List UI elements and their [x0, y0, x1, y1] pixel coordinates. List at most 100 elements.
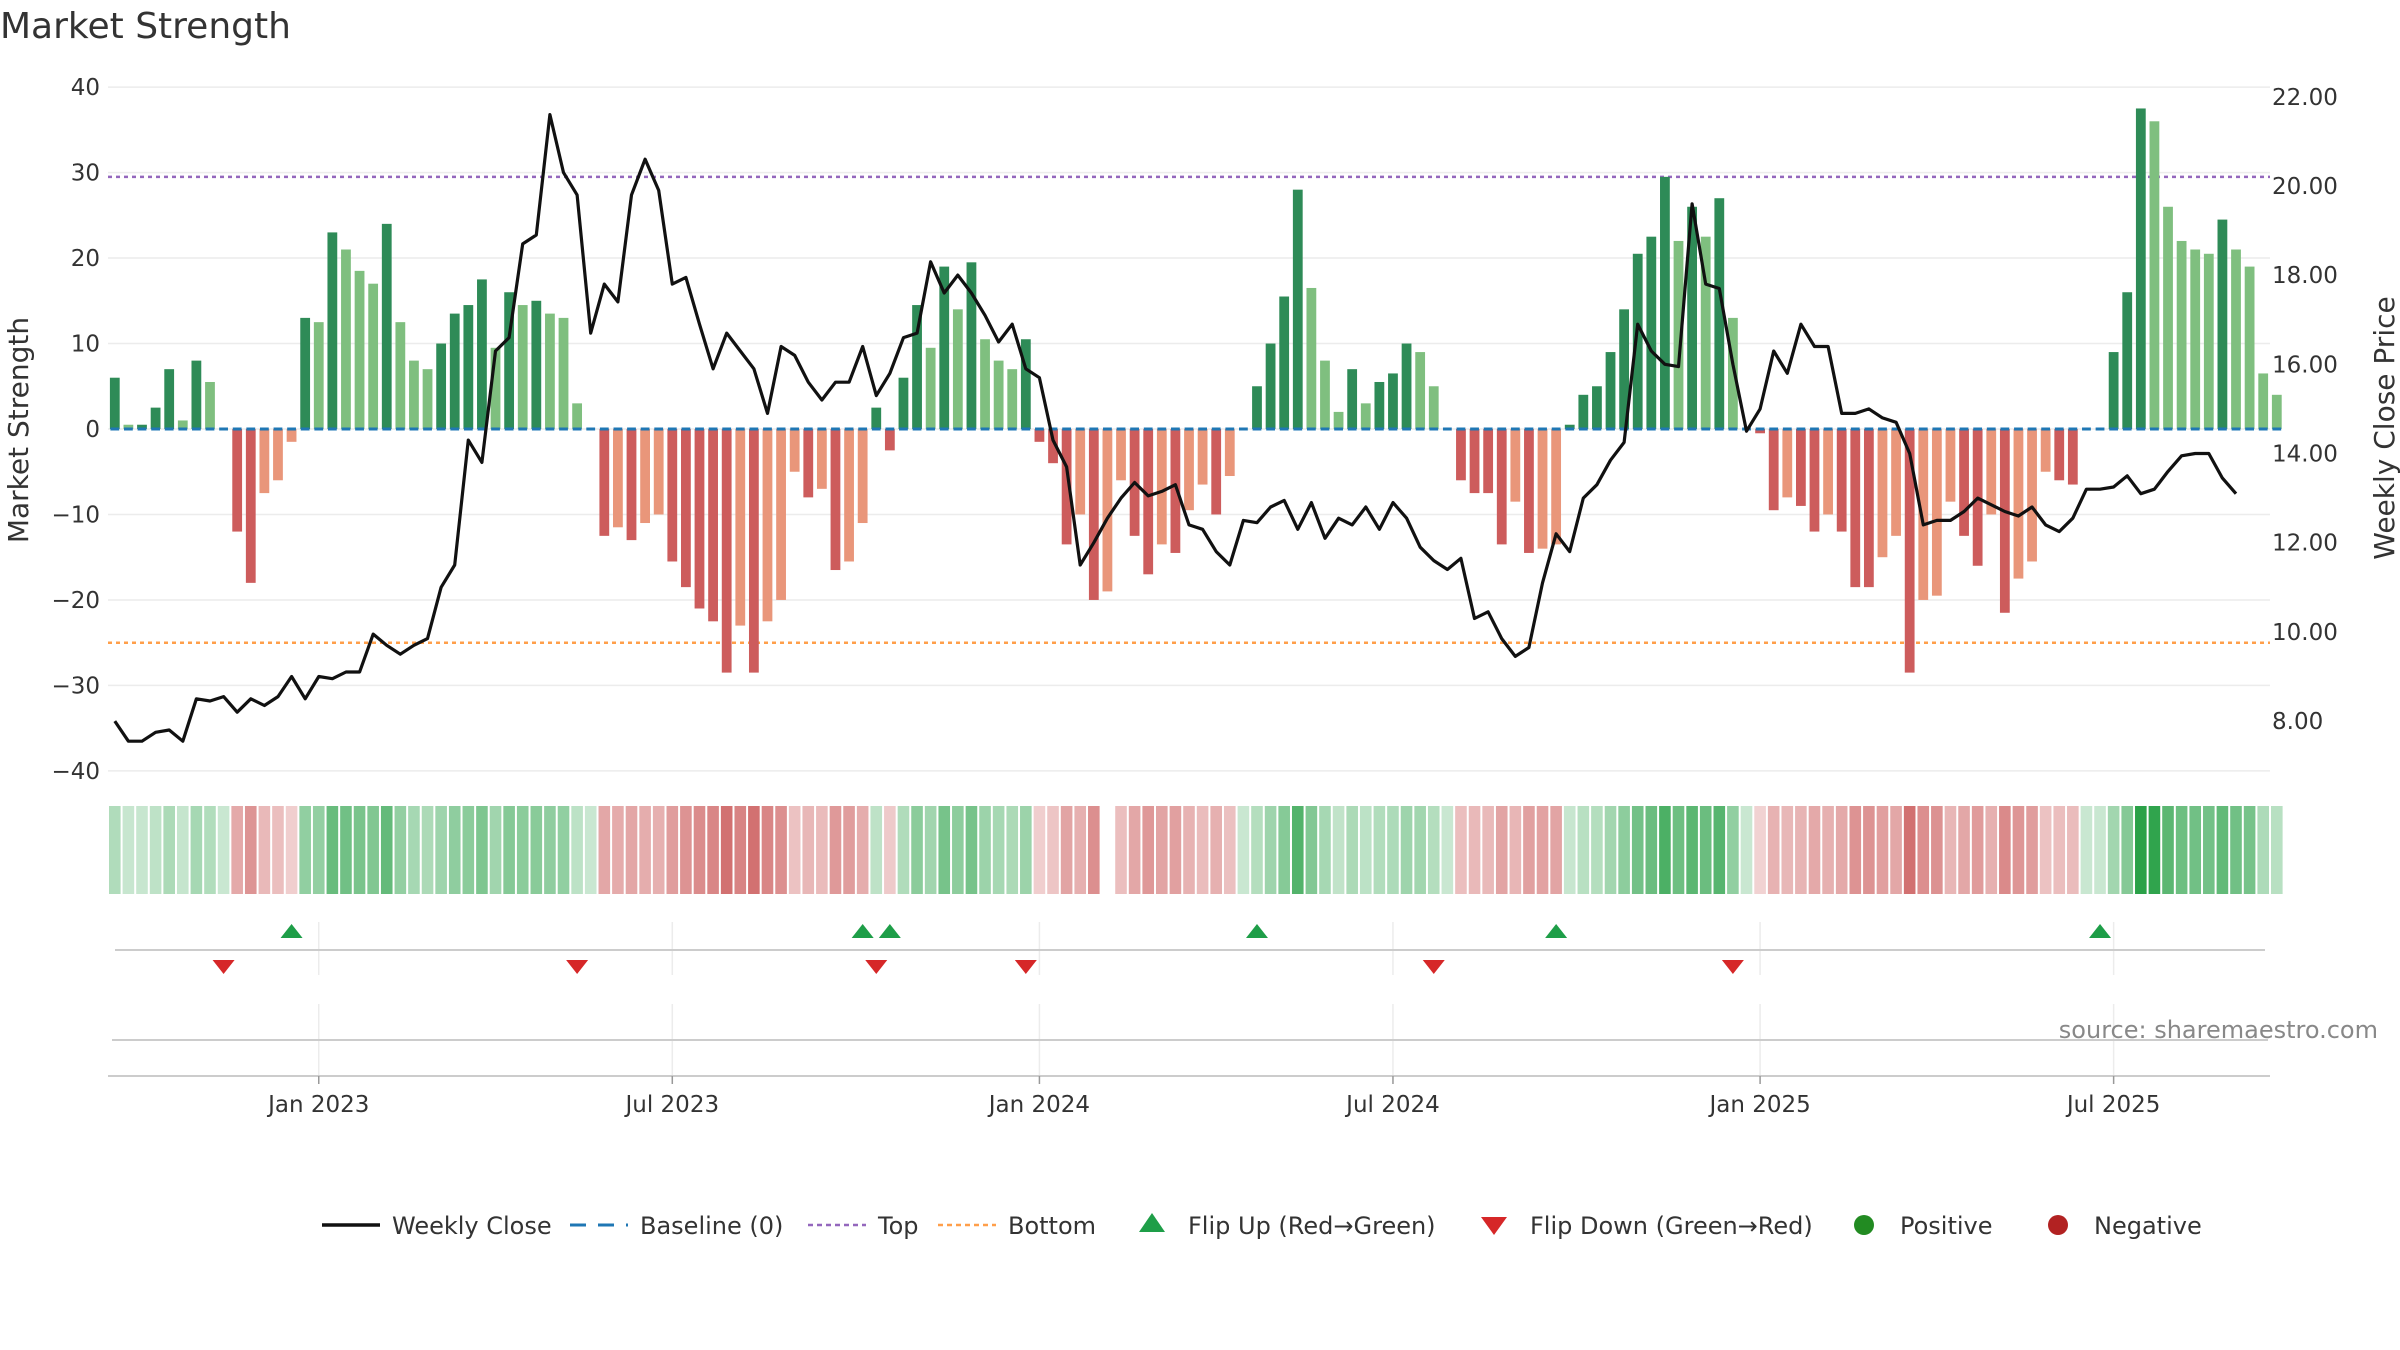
- flip-down-marker: [212, 960, 235, 974]
- strength-bar: [1483, 429, 1494, 494]
- strength-bar: [2271, 394, 2282, 429]
- strength-bar: [436, 343, 447, 429]
- strength-bar: [381, 223, 392, 429]
- heatstrip-cell: [1849, 806, 1862, 894]
- heatstrip-cell: [109, 806, 121, 894]
- heatstrip-cell: [693, 806, 706, 894]
- strength-bar: [1877, 429, 1888, 558]
- strength-bar: [1007, 369, 1018, 429]
- flip-up-marker: [878, 924, 901, 938]
- strength-bar: [2176, 240, 2187, 429]
- heatstrip-cell: [2080, 806, 2093, 894]
- heatstrip-cell: [2053, 806, 2066, 894]
- heatstrip-cell: [1903, 806, 1916, 894]
- strength-bar: [1374, 381, 1385, 429]
- strength-bar: [776, 429, 786, 600]
- strength-bar: [449, 313, 460, 429]
- y-tick-label: −40: [51, 759, 100, 785]
- strength-bar: [1687, 206, 1698, 429]
- heatstrip-cell: [761, 806, 774, 894]
- strength-bar: [1782, 429, 1793, 498]
- strength-bar: [123, 424, 134, 429]
- strength-bar: [164, 369, 175, 429]
- flip-down-marker: [1721, 960, 1744, 974]
- strength-bar: [1415, 352, 1426, 429]
- strength-bar: [1986, 429, 1997, 515]
- heatstrip-cell: [1672, 806, 1685, 894]
- strength-bar: [2027, 429, 2037, 562]
- heatstrip-cell: [1074, 806, 1087, 894]
- strength-bar: [1768, 429, 1779, 511]
- strength-bar: [2149, 121, 2160, 430]
- y-tick-label: 40: [71, 75, 100, 101]
- strength-bar: [1795, 429, 1806, 506]
- heatstrip-cell: [924, 806, 937, 894]
- heatstrip-cell: [2203, 806, 2215, 894]
- strength-bar: [1034, 429, 1045, 442]
- strength-bar: [1510, 429, 1521, 502]
- flip-down-marker: [1014, 960, 1037, 974]
- strength-bar: [1143, 429, 1154, 575]
- strength-bar: [966, 262, 977, 429]
- heatstrip-cell: [435, 806, 447, 894]
- strength-bar: [409, 360, 419, 429]
- legend-label: Bottom: [1008, 1212, 1096, 1240]
- heatstrip-cell: [1591, 806, 1603, 894]
- strength-bar: [898, 377, 909, 429]
- strength-bar: [368, 283, 379, 429]
- heatstrip-cell: [1754, 806, 1766, 894]
- heatstrip-cell: [516, 806, 529, 894]
- strength-bar: [1728, 317, 1738, 429]
- heatstrip-cell: [748, 806, 760, 894]
- heatstrip-cell: [190, 806, 203, 894]
- strength-bar: [395, 322, 406, 429]
- strength-bar: [1755, 429, 1765, 434]
- heatstrip-cell: [2107, 806, 2120, 894]
- y2-tick-label: 18.00: [2272, 263, 2338, 289]
- heatstrip-cell: [2148, 806, 2161, 894]
- heatstrip-cell: [1604, 806, 1617, 894]
- heatstrip-cell: [829, 806, 842, 894]
- flip-down-marker: [1422, 960, 1445, 974]
- heatstrip-cell: [2135, 806, 2147, 894]
- y-tick-label: −20: [51, 588, 100, 614]
- strength-bar: [517, 305, 528, 429]
- strength-bar: [177, 420, 188, 429]
- strength-bar: [1605, 352, 1616, 429]
- heatstrip-cell: [1985, 806, 1998, 894]
- strength-bar: [1592, 386, 1602, 429]
- heatstrip-cell: [1863, 806, 1875, 894]
- heatstrip-cell: [1210, 806, 1222, 894]
- strength-bar: [1360, 403, 1371, 429]
- strength-bar: [490, 347, 501, 429]
- strength-bar: [626, 429, 637, 541]
- heatstrip-cell: [1427, 806, 1440, 894]
- heatstrip-cell: [1876, 806, 1889, 894]
- heatstrip-cell: [884, 806, 896, 894]
- heatstrip-cell: [380, 806, 393, 894]
- heatstrip-cell: [652, 806, 665, 894]
- heatstrip-cell: [992, 806, 1005, 894]
- heatstrip-cell: [870, 806, 883, 894]
- heatstrip-cell: [231, 806, 243, 894]
- legend-label: Positive: [1900, 1212, 1993, 1240]
- heatstrip-cell: [979, 806, 991, 894]
- y2-tick-label: 22.00: [2272, 85, 2338, 111]
- signal-panel: [112, 1004, 2268, 1075]
- heatstrip-cell: [1808, 806, 1821, 894]
- y-axis-left-title: Market Strength: [2, 317, 35, 543]
- heatstrip-cell: [448, 806, 461, 894]
- heatstrip-cell: [856, 806, 869, 894]
- strength-bar: [857, 429, 868, 524]
- heatstrip-cell: [1495, 806, 1508, 894]
- strength-bar: [1306, 287, 1317, 429]
- strength-bar: [1537, 429, 1548, 549]
- heatstrip-cell: [802, 806, 815, 894]
- heatstrip-cell: [571, 806, 583, 894]
- y-tick-label: 20: [71, 246, 100, 272]
- strength-bar: [205, 381, 215, 429]
- strength-bar: [762, 429, 773, 622]
- heatstrip-cell: [1727, 806, 1739, 894]
- strength-bar: [2163, 206, 2173, 429]
